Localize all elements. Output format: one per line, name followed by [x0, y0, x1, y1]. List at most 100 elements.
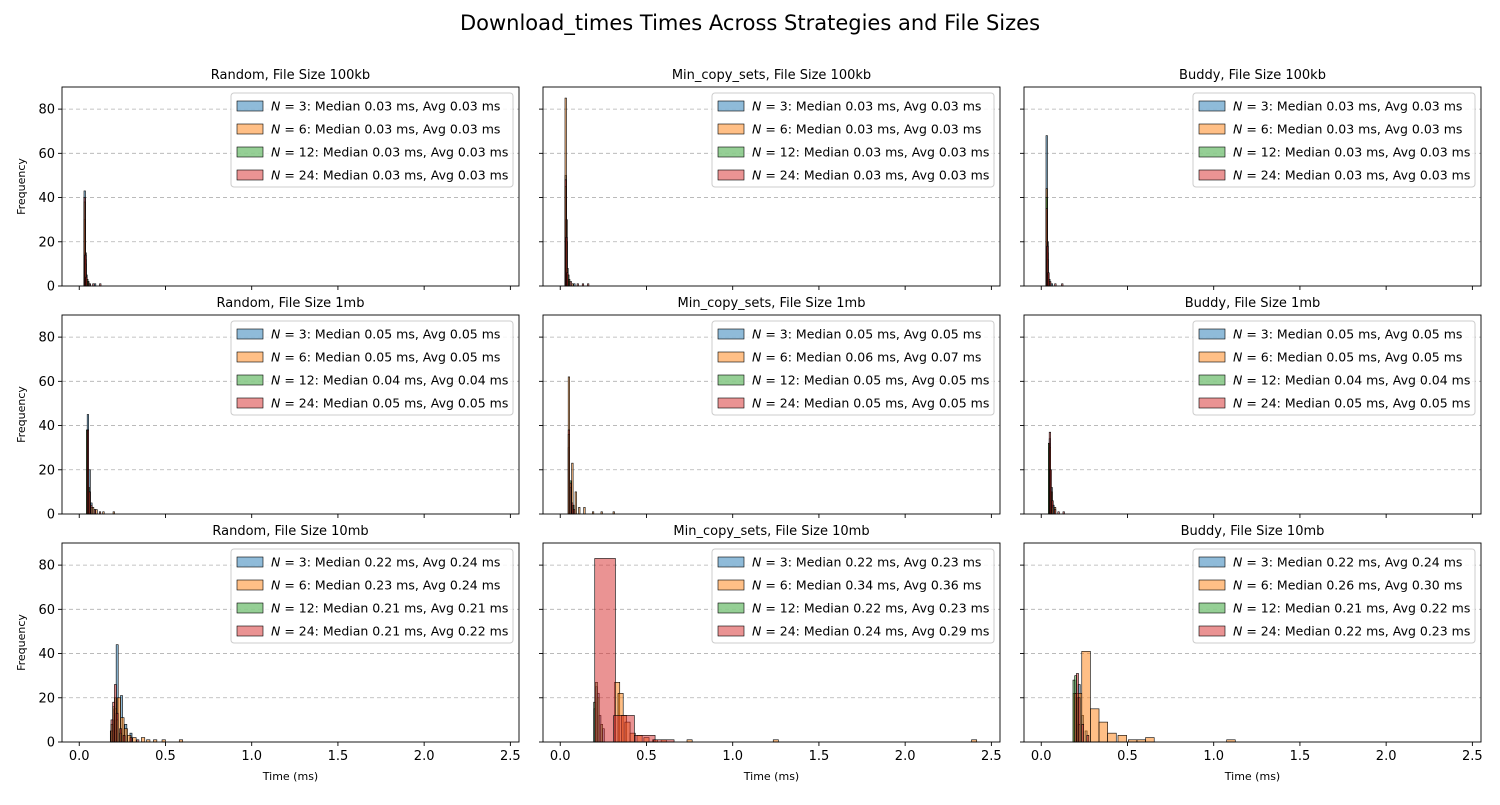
y-tick-label: 20: [38, 463, 55, 478]
bar: [132, 737, 137, 743]
axes-frame: [61, 542, 520, 743]
legend-entry: N = 12: Median 0.05 ms, Avg 0.05 ms: [752, 373, 989, 388]
panel-title: Buddy, File Size 1mb: [1185, 296, 1321, 311]
x-tick-label: 1.0: [1203, 749, 1224, 764]
axes-frame: [61, 314, 520, 515]
x-tick-label: 1.0: [722, 749, 743, 764]
legend-entry: N = 12: Median 0.03 ms, Avg 0.03 ms: [752, 145, 989, 160]
bar: [567, 429, 570, 515]
legend-swatch: [1198, 328, 1226, 340]
bar: [594, 558, 616, 743]
bar: [1077, 697, 1081, 743]
legend-swatch: [236, 602, 264, 614]
bar: [86, 429, 89, 515]
legend: N = 3: Median 0.22 ms, Avg 0.24 ms N = 6:…: [230, 548, 514, 644]
bar: [119, 728, 122, 743]
legend-swatch: [717, 328, 745, 340]
bar: [1117, 735, 1127, 743]
bar: [1086, 735, 1090, 743]
legend-swatch: [236, 351, 264, 363]
legend-box: [711, 320, 995, 416]
panel-title: Random, File Size 10mb: [212, 524, 368, 539]
x-tick-label: 2.5: [500, 749, 521, 764]
bar: [634, 735, 656, 743]
legend-swatch: [236, 397, 264, 409]
x-tick-label: 2.5: [981, 749, 1002, 764]
legend: N = 3: Median 0.22 ms, Avg 0.24 ms N = 6:…: [1192, 548, 1476, 644]
bar: [1049, 469, 1052, 515]
legend-entry: N = 24: Median 0.05 ms, Avg 0.05 ms: [271, 396, 508, 411]
legend-entry: N = 6: Median 0.06 ms, Avg 0.07 ms: [752, 350, 981, 365]
legend: N = 3: Median 0.05 ms, Avg 0.05 ms N = 6:…: [711, 320, 995, 416]
x-tick-label: 2.0: [414, 749, 435, 764]
bar: [85, 276, 88, 287]
legend-entry: N = 3: Median 0.22 ms, Avg 0.24 ms: [1233, 555, 1462, 570]
legend-swatch: [1198, 556, 1226, 568]
legend-swatch: [236, 374, 264, 386]
y-tick-label: 40: [38, 647, 55, 662]
legend-swatch: [1198, 100, 1226, 112]
legend-entry: N = 6: Median 0.23 ms, Avg 0.24 ms: [271, 578, 500, 593]
legend: N = 3: Median 0.22 ms, Avg 0.23 ms N = 6:…: [711, 548, 995, 644]
y-tick-label: 60: [38, 375, 55, 390]
legend-entry: N = 6: Median 0.05 ms, Avg 0.05 ms: [1233, 350, 1462, 365]
legend-entry: N = 3: Median 0.05 ms, Avg 0.05 ms: [1233, 327, 1462, 342]
bar: [93, 509, 96, 515]
legend-swatch: [1198, 397, 1226, 409]
legend-entry: N = 3: Median 0.05 ms, Avg 0.05 ms: [752, 327, 981, 342]
axes-frame: [1023, 86, 1482, 287]
y-axis-label: Frequency: [15, 386, 28, 443]
bar: [573, 509, 576, 515]
legend-swatch: [1198, 602, 1226, 614]
axes-frame: [1023, 542, 1482, 743]
legend-swatch: [717, 602, 745, 614]
legend-entry: N = 6: Median 0.03 ms, Avg 0.03 ms: [1233, 122, 1462, 137]
panel-2: Min_copy_sets, File Size 100kb N = 3: Med…: [539, 68, 1001, 290]
legend-swatch: [1198, 374, 1226, 386]
legend-swatch: [717, 374, 745, 386]
legend: N = 3: Median 0.03 ms, Avg 0.03 ms N = 6:…: [230, 92, 514, 188]
x-tick-label: 0.5: [1117, 749, 1138, 764]
legend-swatch: [717, 397, 745, 409]
legend-swatch: [717, 625, 745, 637]
legend-swatch: [1198, 579, 1226, 591]
legend-entry: N = 3: Median 0.03 ms, Avg 0.03 ms: [752, 99, 981, 114]
axes-frame: [1023, 314, 1482, 515]
legend: N = 3: Median 0.05 ms, Avg 0.05 ms N = 6:…: [230, 320, 514, 416]
axes-frame: [542, 86, 1001, 287]
legend-entry: N = 6: Median 0.34 ms, Avg 0.36 ms: [752, 578, 981, 593]
bar: [574, 491, 577, 515]
y-tick-label: 80: [38, 103, 55, 118]
legend-entry: N = 12: Median 0.21 ms, Avg 0.21 ms: [271, 601, 508, 616]
legend-swatch: [236, 328, 264, 340]
legend-swatch: [717, 579, 745, 591]
legend-swatch: [236, 146, 264, 158]
x-tick-label: 0.0: [69, 749, 90, 764]
panel-title: Min_copy_sets, File Size 100kb: [672, 68, 871, 83]
legend-entry: N = 6: Median 0.03 ms, Avg 0.03 ms: [271, 122, 500, 137]
x-tick-label: 1.5: [1290, 749, 1311, 764]
panel-title: Min_copy_sets, File Size 10mb: [673, 524, 869, 539]
legend: N = 3: Median 0.03 ms, Avg 0.03 ms N = 6:…: [711, 92, 995, 188]
legend-entry: N = 12: Median 0.21 ms, Avg 0.22 ms: [1233, 601, 1470, 616]
panel-3: Buddy, File Size 100kb N = 3: Median 0.03…: [1020, 68, 1482, 290]
x-tick-label: 0.0: [1031, 749, 1052, 764]
legend-swatch: [1198, 625, 1226, 637]
bar: [1098, 721, 1108, 743]
panel-title: Random, File Size 1mb: [217, 296, 365, 311]
bar: [1145, 737, 1155, 743]
y-axis-label: Frequency: [15, 614, 28, 671]
legend-swatch: [1198, 351, 1226, 363]
y-tick-label: 0: [47, 736, 55, 751]
bar: [129, 737, 133, 743]
legend-box: [1192, 320, 1476, 416]
legend-box: [230, 548, 514, 644]
bar: [569, 482, 572, 515]
axes-frame: [61, 86, 520, 287]
axes-frame: [542, 542, 1001, 743]
panel-title: Min_copy_sets, File Size 1mb: [678, 296, 866, 311]
bar: [613, 715, 635, 743]
legend-box: [711, 92, 995, 188]
legend-swatch: [236, 169, 264, 181]
